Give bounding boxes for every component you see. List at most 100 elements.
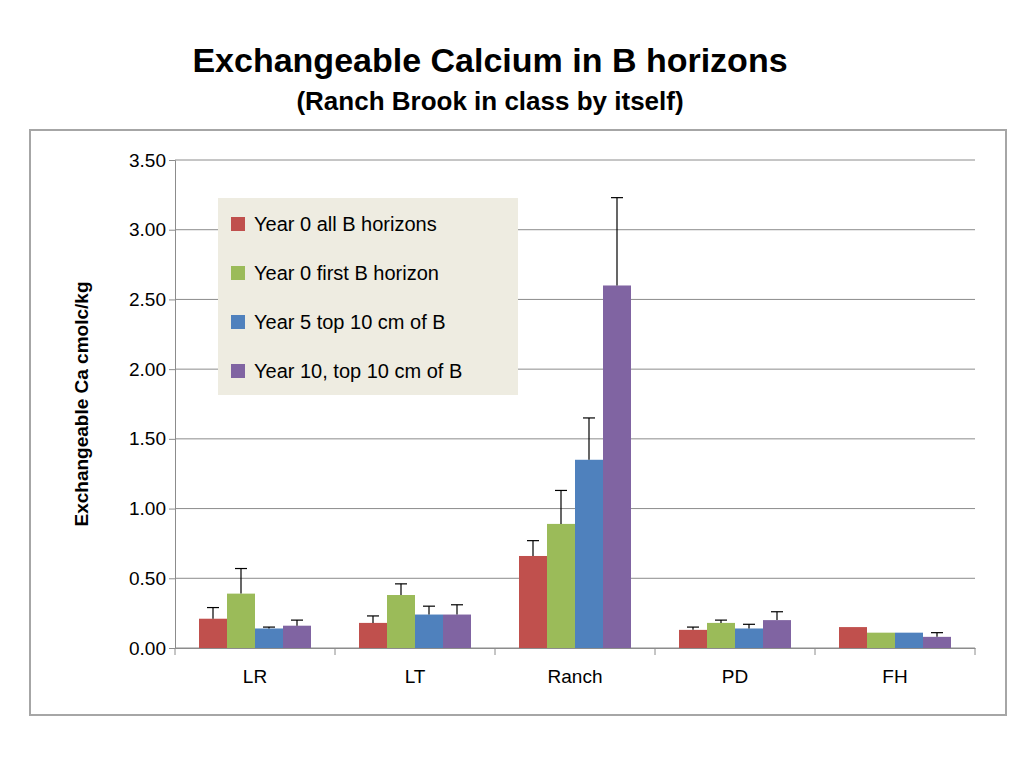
legend-box bbox=[218, 198, 518, 395]
bar bbox=[199, 619, 227, 648]
y-tick-mark bbox=[169, 509, 175, 510]
x-boundary-tick bbox=[815, 648, 816, 655]
y-tick-label: 3.00 bbox=[129, 219, 166, 240]
x-boundary-tick bbox=[175, 648, 176, 655]
chart-frame bbox=[30, 130, 1006, 715]
error-bar bbox=[451, 605, 463, 615]
error-bar bbox=[611, 198, 623, 286]
x-axis-line bbox=[176, 648, 976, 649]
error-bar bbox=[555, 490, 567, 523]
error-cap bbox=[931, 632, 943, 633]
error-bar bbox=[771, 612, 783, 620]
error-bar bbox=[207, 608, 219, 619]
y-tick: 1.00 bbox=[129, 498, 175, 519]
y-tick: 0.50 bbox=[129, 568, 175, 589]
bar bbox=[547, 524, 575, 648]
y-tick-mark bbox=[169, 160, 175, 161]
error-line bbox=[212, 608, 213, 619]
y-tick-mark bbox=[169, 578, 175, 579]
error-cap bbox=[291, 620, 303, 621]
y-tick-label: 1.00 bbox=[129, 498, 166, 519]
error-cap bbox=[583, 417, 595, 418]
bar bbox=[895, 633, 923, 648]
error-bar bbox=[715, 620, 727, 623]
error-cap bbox=[451, 604, 463, 605]
error-bar bbox=[263, 627, 275, 628]
x-tick: LR bbox=[243, 648, 267, 687]
error-cap bbox=[263, 626, 275, 627]
x-tick-label: LR bbox=[243, 666, 267, 687]
error-bar bbox=[931, 633, 943, 637]
error-cap bbox=[715, 620, 727, 621]
bar bbox=[387, 595, 415, 648]
y-tick-label: 2.00 bbox=[129, 359, 166, 380]
error-cap bbox=[235, 568, 247, 569]
x-boundary-tick bbox=[335, 648, 336, 655]
chart: Exchangeable Calcium in B horizons(Ranch… bbox=[0, 0, 1024, 768]
x-tick: Ranch bbox=[548, 648, 603, 687]
error-line bbox=[560, 490, 561, 523]
error-bar bbox=[423, 606, 435, 614]
legend-swatch bbox=[231, 266, 245, 280]
error-bar bbox=[527, 541, 539, 556]
error-cap bbox=[527, 540, 539, 541]
error-bar bbox=[583, 418, 595, 460]
legend-swatch bbox=[231, 315, 245, 329]
y-tick: 3.50 bbox=[129, 150, 175, 171]
y-tick-mark bbox=[169, 439, 175, 440]
x-axis: LRLTRanchPDFH bbox=[176, 648, 976, 687]
error-bar bbox=[687, 627, 699, 630]
y-axis-title: Exchangeable Ca cmolc/kg bbox=[71, 282, 92, 527]
series bbox=[227, 490, 895, 648]
x-boundary-tick bbox=[495, 648, 496, 655]
y-tick-label: 2.50 bbox=[129, 289, 166, 310]
y-tick-mark bbox=[169, 299, 175, 300]
legend-label: Year 5 top 10 cm of B bbox=[254, 311, 446, 333]
error-cap bbox=[395, 583, 407, 584]
error-line bbox=[372, 616, 373, 623]
y-axis-line bbox=[169, 161, 176, 649]
error-line bbox=[296, 620, 297, 626]
error-line bbox=[428, 606, 429, 614]
legend-label: Year 10, top 10 cm of B bbox=[254, 360, 462, 382]
error-cap bbox=[207, 607, 219, 608]
bar bbox=[227, 594, 255, 648]
bar bbox=[707, 623, 735, 648]
x-tick-label: PD bbox=[722, 666, 748, 687]
bar bbox=[839, 627, 867, 648]
y-tick: 0.00 bbox=[129, 638, 175, 659]
series bbox=[199, 541, 867, 648]
error-cap bbox=[687, 626, 699, 627]
x-tick: FH bbox=[882, 648, 907, 687]
bar bbox=[443, 615, 471, 648]
bar bbox=[679, 630, 707, 648]
error-line bbox=[616, 198, 617, 286]
error-bar bbox=[367, 616, 379, 623]
y-tick-label: 0.50 bbox=[129, 568, 166, 589]
x-tick-label: FH bbox=[882, 666, 907, 687]
bar bbox=[763, 620, 791, 648]
error-bar bbox=[395, 584, 407, 595]
error-line bbox=[748, 624, 749, 628]
bar bbox=[603, 285, 631, 648]
error-cap bbox=[743, 624, 755, 625]
error-line bbox=[776, 612, 777, 620]
y-tick: 2.00 bbox=[129, 359, 175, 380]
y-tick-label: 1.50 bbox=[129, 428, 166, 449]
error-line bbox=[532, 541, 533, 556]
error-cap bbox=[555, 490, 567, 491]
error-line bbox=[240, 569, 241, 594]
bar bbox=[255, 628, 283, 648]
x-boundary-tick bbox=[655, 648, 656, 655]
error-cap bbox=[771, 611, 783, 612]
bar bbox=[575, 460, 603, 648]
bar bbox=[735, 628, 763, 648]
plot-marks bbox=[199, 198, 951, 648]
error-cap bbox=[367, 615, 379, 616]
x-tick-label: Ranch bbox=[548, 666, 603, 687]
y-tick: 1.50 bbox=[129, 428, 175, 449]
error-cap bbox=[611, 197, 623, 198]
bar bbox=[359, 623, 387, 648]
grid bbox=[175, 160, 975, 648]
error-line bbox=[936, 633, 937, 637]
